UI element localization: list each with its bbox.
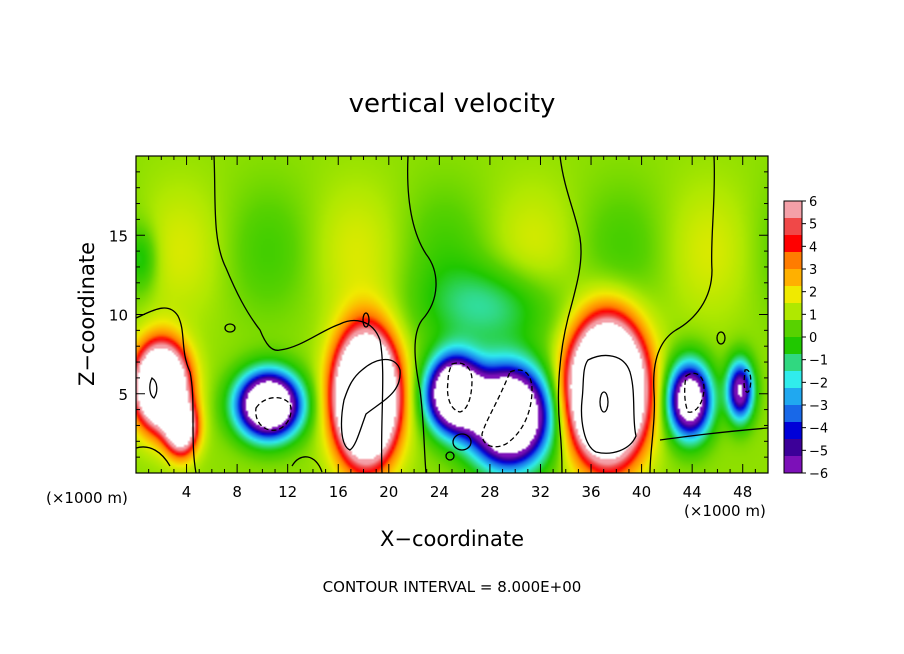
contour-label-4: 0.00 bbox=[671, 0, 700, 4]
plot-area: 0.00 0.00 0.00 0.00 bbox=[135, 0, 769, 474]
contour-labels: 0.00 0.00 0.00 0.00 bbox=[267, 0, 700, 4]
zero-contour-9 bbox=[452, 433, 472, 451]
y-tick-label: 5 bbox=[118, 386, 128, 404]
colorbar-swatch bbox=[784, 405, 802, 423]
colorbar-label: −2 bbox=[809, 376, 828, 391]
zero-contour-3 bbox=[407, 156, 437, 473]
contour-label-1: 0.00 bbox=[267, 0, 296, 4]
colorbar-swatch bbox=[784, 286, 802, 304]
colorbar-swatch bbox=[784, 354, 802, 372]
zero-contour-10 bbox=[445, 451, 455, 461]
zero-contour-4 bbox=[557, 156, 582, 473]
colorbar-label: 6 bbox=[809, 195, 817, 210]
colorbar-label: 2 bbox=[809, 286, 817, 301]
zero-contour-8 bbox=[291, 456, 323, 473]
colorbar: 6 5 4 3 2 1 0 −1 −2 −3 −4 −5 −6 bbox=[783, 195, 828, 482]
y-axis-label: Z−coordinate bbox=[75, 242, 99, 386]
x-tick-label: 8 bbox=[232, 483, 242, 501]
y-tick-label: 10 bbox=[109, 307, 128, 325]
colorbar-swatch bbox=[784, 388, 802, 406]
x-tick-label: 36 bbox=[581, 483, 600, 501]
colorbar-label: −4 bbox=[809, 422, 828, 437]
colorbar-swatch bbox=[784, 422, 802, 440]
x-unit-right: (×1000 m) bbox=[684, 502, 766, 520]
x-tick-label: 20 bbox=[379, 483, 398, 501]
x-unit-left: (×1000 m) bbox=[46, 489, 128, 507]
zero-contour-1 bbox=[136, 307, 197, 473]
colorbar-swatch bbox=[784, 456, 802, 474]
x-tick-label: 24 bbox=[430, 483, 449, 501]
pos-contour-4 bbox=[599, 391, 609, 413]
zero-contour-12 bbox=[224, 323, 236, 333]
colorbar-label: 1 bbox=[809, 308, 817, 323]
colorbar-label: 0 bbox=[809, 331, 817, 346]
colorbar-label: −5 bbox=[809, 444, 828, 459]
colorbar-label: 4 bbox=[809, 240, 817, 255]
colorbar-label: −6 bbox=[809, 467, 828, 482]
x-tick-label: 12 bbox=[278, 483, 297, 501]
contour-lines bbox=[136, 156, 768, 473]
colorbar-swatch bbox=[784, 252, 802, 270]
x-axis: 4 8 12 16 20 24 28 32 36 40 44 48 bbox=[148, 156, 756, 501]
x-tick-label: 48 bbox=[733, 483, 752, 501]
chart-title: vertical velocity bbox=[349, 89, 556, 119]
colorbar-label: 5 bbox=[809, 218, 817, 233]
colorbar-swatch bbox=[784, 269, 802, 287]
x-tick-label: 4 bbox=[182, 483, 192, 501]
zero-contour-11 bbox=[716, 331, 726, 345]
neg-contour-3 bbox=[481, 369, 533, 448]
colorbar-swatch bbox=[784, 235, 802, 253]
x-tick-label: 16 bbox=[329, 483, 348, 501]
contour-label-2: 0.00 bbox=[431, 0, 460, 4]
colorbar-swatch bbox=[784, 201, 802, 219]
pos-contour-2 bbox=[340, 358, 401, 451]
neg-contour-1 bbox=[255, 397, 292, 431]
colorbar-swatch bbox=[784, 218, 802, 236]
colorbar-label: −3 bbox=[809, 399, 828, 414]
colorbar-swatch bbox=[784, 337, 802, 355]
x-tick-label: 32 bbox=[531, 483, 550, 501]
y-axis: 5 10 15 bbox=[109, 171, 768, 458]
colorbar-swatch bbox=[784, 303, 802, 321]
pos-contour-3 bbox=[580, 354, 637, 454]
x-tick-label: 28 bbox=[480, 483, 499, 501]
neg-contour-5 bbox=[743, 369, 752, 393]
colorbar-swatch bbox=[784, 371, 802, 389]
pos-contour-1 bbox=[149, 377, 158, 399]
neg-contour-2 bbox=[446, 362, 473, 413]
zero-contour-6 bbox=[659, 427, 768, 441]
zero-contour-5 bbox=[649, 156, 716, 473]
neg-contour-4 bbox=[684, 372, 705, 413]
y-tick-label: 15 bbox=[109, 227, 128, 245]
velocity-field bbox=[136, 156, 768, 473]
zero-contour-7 bbox=[136, 446, 171, 467]
x-axis-label: X−coordinate bbox=[380, 527, 524, 551]
contour-label-3: 0.00 bbox=[564, 0, 593, 4]
colorbar-swatch bbox=[784, 439, 802, 457]
colorbar-label: −1 bbox=[809, 354, 828, 369]
x-tick-label: 40 bbox=[632, 483, 651, 501]
zero-contour-13 bbox=[362, 312, 370, 328]
colorbar-swatch bbox=[784, 320, 802, 338]
colorbar-label: 3 bbox=[809, 263, 817, 278]
x-tick-label: 44 bbox=[683, 483, 702, 501]
contour-interval-footer: CONTOUR INTERVAL = 8.000E+00 bbox=[323, 578, 582, 596]
zero-contour-2 bbox=[213, 156, 384, 473]
